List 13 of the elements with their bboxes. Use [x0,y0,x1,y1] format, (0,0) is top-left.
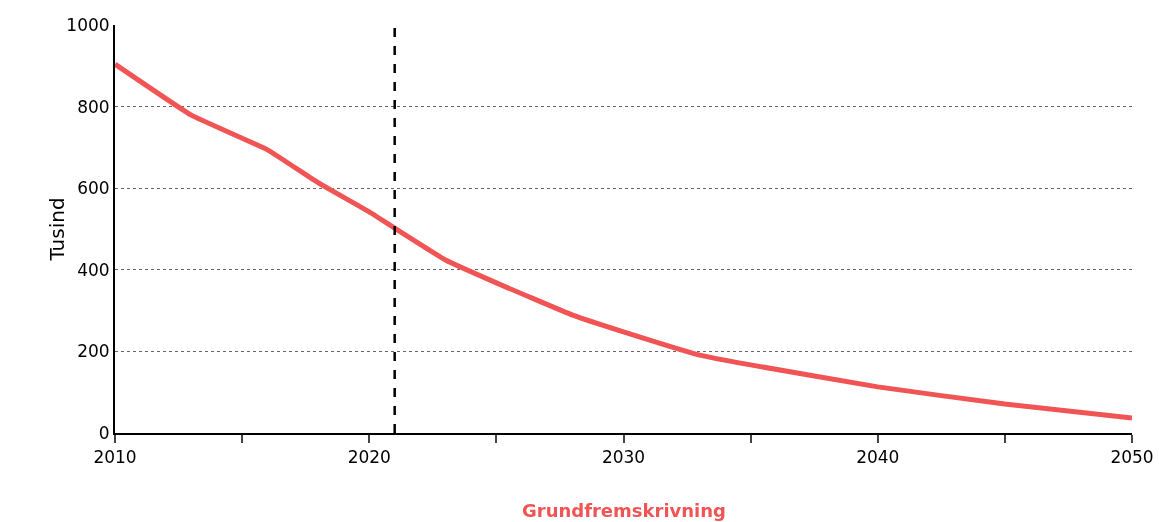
x-tick-label: 2040 [856,447,900,468]
y-tick-label: 600 [77,178,110,199]
x-tick-label: 2010 [93,447,137,468]
y-axis-title: Tusind [45,197,69,262]
y-tick-label: 800 [77,96,110,117]
x-tick-label: 2050 [1110,447,1154,468]
y-tick-label: 400 [77,259,110,280]
y-tick-label: 200 [77,341,110,362]
y-tick-label: 1000 [66,14,110,35]
text: Grundfremskrivning [522,500,726,521]
x-tick-label: 2030 [601,447,646,468]
x-tick-label: 2020 [347,447,391,468]
y-tick-label: 0 [98,422,110,443]
